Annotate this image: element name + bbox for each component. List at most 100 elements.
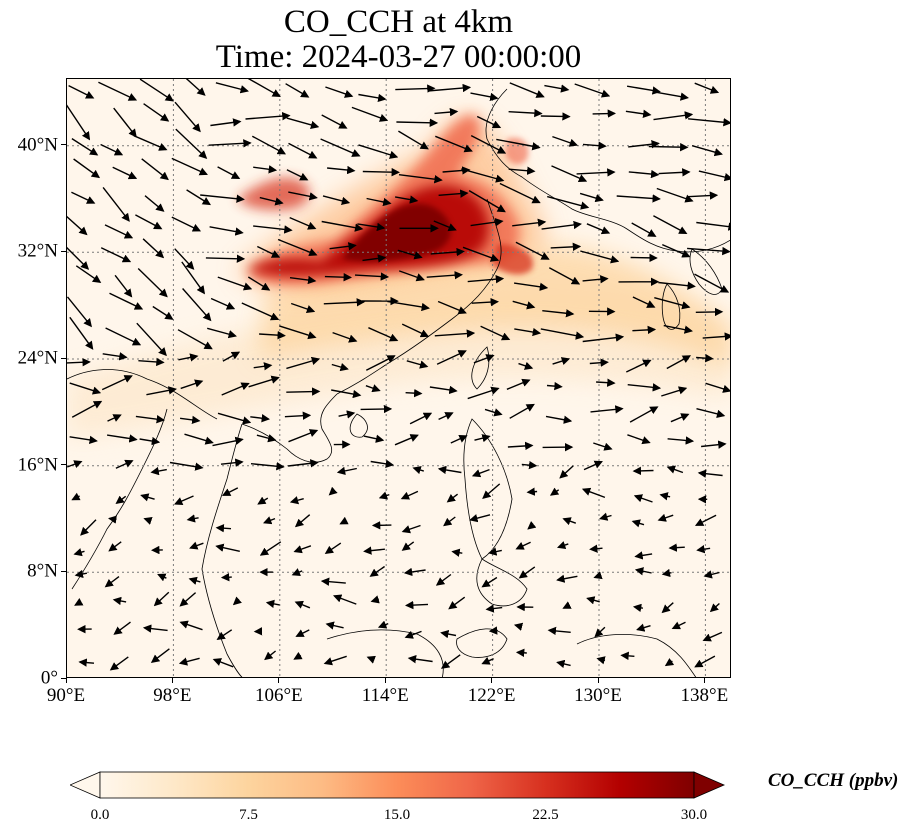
wind-arrow — [496, 138, 541, 151]
wind-arrow — [253, 225, 293, 234]
wind-arrow — [215, 524, 232, 533]
wind-arrow — [264, 650, 277, 661]
wind-arrow — [514, 282, 549, 291]
wind-arrow — [174, 495, 194, 505]
colorbar-min-extend — [70, 771, 101, 799]
wind-arrow — [215, 543, 240, 552]
wind-arrow — [634, 551, 653, 560]
wind-arrow — [659, 492, 671, 501]
wind-arrow — [112, 166, 138, 180]
wind-arrow — [586, 223, 611, 235]
wind-arrow — [174, 248, 195, 270]
wind-arrow — [177, 329, 213, 350]
wind-arrow — [222, 351, 241, 362]
wind-arrow — [80, 519, 97, 536]
wind-arrow — [648, 142, 689, 152]
wind-arrow — [656, 91, 689, 101]
wind-arrow — [109, 656, 129, 671]
wind-arrow — [696, 408, 726, 418]
wind-arrow — [174, 101, 201, 133]
wind-arrow — [694, 514, 717, 526]
wind-arrow — [212, 658, 234, 668]
wind-arrow — [632, 296, 656, 308]
wind-arrow — [702, 631, 723, 642]
wind-arrow — [512, 300, 536, 310]
wind-arrow — [143, 516, 153, 525]
wind-arrow — [506, 378, 531, 390]
wind-arrow — [135, 415, 165, 424]
map-title: CO_CCH at 4km — [283, 4, 514, 40]
wind-arrow — [100, 143, 124, 156]
wind-arrow — [135, 214, 163, 230]
wind-arrow — [545, 415, 573, 424]
wind-arrow — [146, 386, 177, 396]
x-tick-label: 138°E — [680, 685, 729, 706]
wind-arrow — [632, 325, 657, 335]
wind-arrow — [358, 144, 399, 159]
wind-arrow — [336, 466, 357, 476]
wind-arrow — [328, 486, 338, 496]
wind-arrow — [150, 466, 167, 476]
wind-arrow — [548, 267, 581, 285]
wind-arrow — [323, 655, 347, 666]
wind-arrow — [691, 145, 723, 157]
wind-arrow — [69, 382, 102, 395]
map-time-subtitle: Time: 2024-03-27 00:00:00 — [215, 39, 582, 75]
wind-arrow — [547, 626, 571, 636]
wind-arrow — [256, 434, 277, 443]
wind-arrow — [67, 296, 92, 328]
wind-arrow — [446, 493, 459, 503]
wind-arrow — [430, 247, 465, 257]
wind-arrow — [284, 411, 312, 420]
wind-arrow — [405, 388, 423, 398]
colorbar-tick-label: 7.5 — [239, 807, 258, 823]
wind-arrow — [142, 238, 165, 259]
wind-arrow — [366, 655, 376, 664]
wind-arrow — [544, 84, 570, 93]
wind-arrow — [592, 109, 617, 118]
wind-arrow — [360, 404, 393, 414]
wind-arrow — [210, 118, 242, 127]
wind-arrow — [208, 139, 252, 148]
wind-arrow — [443, 516, 456, 527]
wind-arrow — [636, 623, 651, 632]
wind-arrow — [68, 84, 95, 99]
wind-arrow — [594, 626, 606, 638]
wind-arrow — [435, 135, 473, 153]
wind-arrow — [437, 300, 467, 315]
wind-arrow — [556, 659, 571, 669]
wind-arrow — [403, 567, 426, 577]
wind-arrow — [288, 459, 319, 468]
wind-arrow — [484, 408, 503, 417]
wind-arrow — [321, 220, 364, 232]
wind-arrow — [462, 246, 500, 262]
wind-arrow — [139, 79, 174, 102]
wind-arrow — [440, 629, 457, 639]
wind-arrow — [437, 465, 462, 475]
wind-arrow — [180, 379, 204, 390]
wind-arrow — [108, 541, 122, 552]
wind-arrow — [332, 594, 357, 605]
wind-arrow — [324, 542, 342, 554]
wind-arrow — [288, 191, 318, 201]
wind-arrow — [115, 459, 134, 469]
wind-arrow — [291, 568, 303, 576]
wind-arrow — [401, 524, 421, 534]
wind-arrow — [668, 543, 685, 552]
wind-arrow — [701, 440, 727, 449]
wind-arrow — [514, 327, 542, 337]
wind-arrow — [409, 412, 433, 425]
wind-arrow — [109, 292, 144, 310]
wind-arrow — [368, 327, 399, 342]
wind-arrow — [331, 363, 349, 372]
wind-arrow — [140, 493, 155, 502]
wind-arrow — [262, 516, 276, 525]
x-tick-label: 122°E — [467, 685, 516, 706]
wind-arrow — [583, 460, 603, 471]
wind-arrow — [550, 242, 582, 252]
colorbar-tick-label: 0.0 — [90, 807, 110, 823]
wind-arrow — [395, 84, 436, 93]
wind-arrow — [217, 276, 253, 291]
wind-arrow — [581, 487, 606, 499]
wind-arrow — [488, 626, 498, 635]
